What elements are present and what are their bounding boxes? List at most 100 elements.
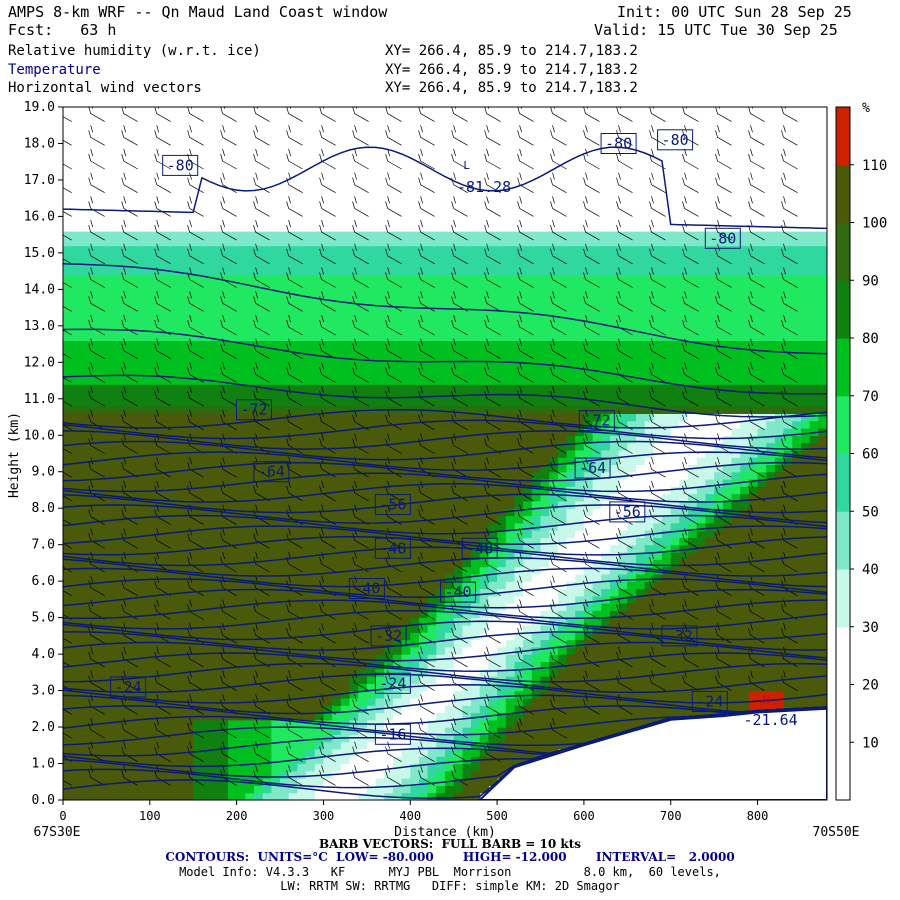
rh-cell — [176, 785, 185, 793]
rh-cell — [402, 589, 411, 597]
rh-cell — [271, 297, 280, 305]
rh-cell — [245, 691, 254, 699]
rh-cell — [72, 362, 81, 370]
rh-cell — [410, 508, 419, 516]
rh-cell — [80, 713, 89, 721]
rh-cell — [89, 406, 98, 414]
rh-cell — [80, 122, 89, 130]
rh-cell — [506, 304, 515, 312]
rh-cell — [228, 289, 237, 297]
rh-cell — [350, 136, 359, 144]
rh-cell — [124, 618, 133, 626]
rh-cell — [332, 209, 341, 217]
rh-cell — [106, 195, 115, 203]
rh-cell — [306, 596, 315, 604]
rh-cell — [350, 435, 359, 443]
rh-cell — [350, 311, 359, 319]
rh-cell — [410, 187, 419, 195]
rh-cell — [376, 122, 385, 130]
rh-cell — [289, 100, 298, 108]
rh-cell — [228, 100, 237, 108]
rh-cell — [471, 523, 480, 531]
rh-cell — [384, 370, 393, 378]
rh-cell — [402, 450, 411, 458]
rh-cell — [202, 144, 211, 152]
rh-cell — [263, 640, 272, 648]
rh-cell — [376, 771, 385, 779]
rh-cell — [271, 691, 280, 699]
rh-cell — [63, 464, 72, 472]
rh-cell — [202, 238, 211, 246]
rh-cell — [124, 742, 133, 750]
rh-cell — [237, 238, 246, 246]
rh-cell — [245, 377, 254, 385]
rh-cell — [471, 435, 480, 443]
rh-cell — [124, 187, 133, 195]
rh-cell — [98, 158, 107, 166]
rh-cell — [367, 450, 376, 458]
rh-cell — [141, 618, 150, 626]
rh-cell — [141, 311, 150, 319]
rh-cell — [141, 187, 150, 195]
rh-cell — [497, 603, 506, 611]
rh-cell — [115, 100, 124, 108]
rh-cell — [419, 297, 428, 305]
rh-cell — [185, 136, 194, 144]
rh-cell — [159, 581, 168, 589]
rh-cell — [428, 676, 437, 684]
rh-cell — [193, 224, 202, 232]
rh-cell — [384, 713, 393, 721]
rh-cell — [297, 202, 306, 210]
rh-cell — [480, 705, 489, 713]
rh-cell — [436, 282, 445, 290]
rh-cell — [410, 552, 419, 560]
rh-cell — [245, 793, 254, 801]
rh-cell — [271, 399, 280, 407]
rh-cell — [245, 151, 254, 159]
rh-cell — [410, 282, 419, 290]
rh-cell — [254, 202, 263, 210]
rh-cell — [324, 129, 333, 137]
rh-cell — [211, 742, 220, 750]
rh-cell — [150, 180, 159, 188]
rh-cell — [297, 771, 306, 779]
rh-cell — [341, 574, 350, 582]
rh-cell — [245, 486, 254, 494]
rh-cell — [471, 669, 480, 677]
rh-cell — [367, 129, 376, 137]
rh-cell — [419, 173, 428, 181]
rh-cell — [211, 100, 220, 108]
rh-cell — [98, 362, 107, 370]
rh-cell — [202, 559, 211, 567]
rh-cell — [350, 785, 359, 793]
rh-cell — [263, 421, 272, 429]
rh-cell — [133, 202, 142, 210]
rh-cell — [89, 100, 98, 108]
rh-cell — [124, 661, 133, 669]
rh-cell — [332, 231, 341, 239]
rh-cell — [72, 144, 81, 152]
rh-cell — [410, 764, 419, 772]
rh-cell — [289, 742, 298, 750]
rh-cell — [115, 552, 124, 560]
rh-cell — [271, 129, 280, 137]
rh-cell — [462, 508, 471, 516]
rh-cell — [367, 224, 376, 232]
rh-cell — [141, 443, 150, 451]
rh-cell — [237, 165, 246, 173]
rh-cell — [115, 567, 124, 575]
rh-cell — [202, 698, 211, 706]
rh-cell — [193, 552, 202, 560]
rh-cell — [159, 319, 168, 327]
rh-cell — [445, 785, 454, 793]
rh-cell — [167, 523, 176, 531]
rh-cell — [254, 333, 263, 341]
rh-cell — [341, 333, 350, 341]
rh-cell — [211, 537, 220, 545]
rh-cell — [115, 362, 124, 370]
rh-cell — [280, 268, 289, 276]
rh-cell — [367, 559, 376, 567]
rh-cell — [228, 793, 237, 801]
rh-cell — [497, 216, 506, 224]
rh-cell — [402, 457, 411, 465]
